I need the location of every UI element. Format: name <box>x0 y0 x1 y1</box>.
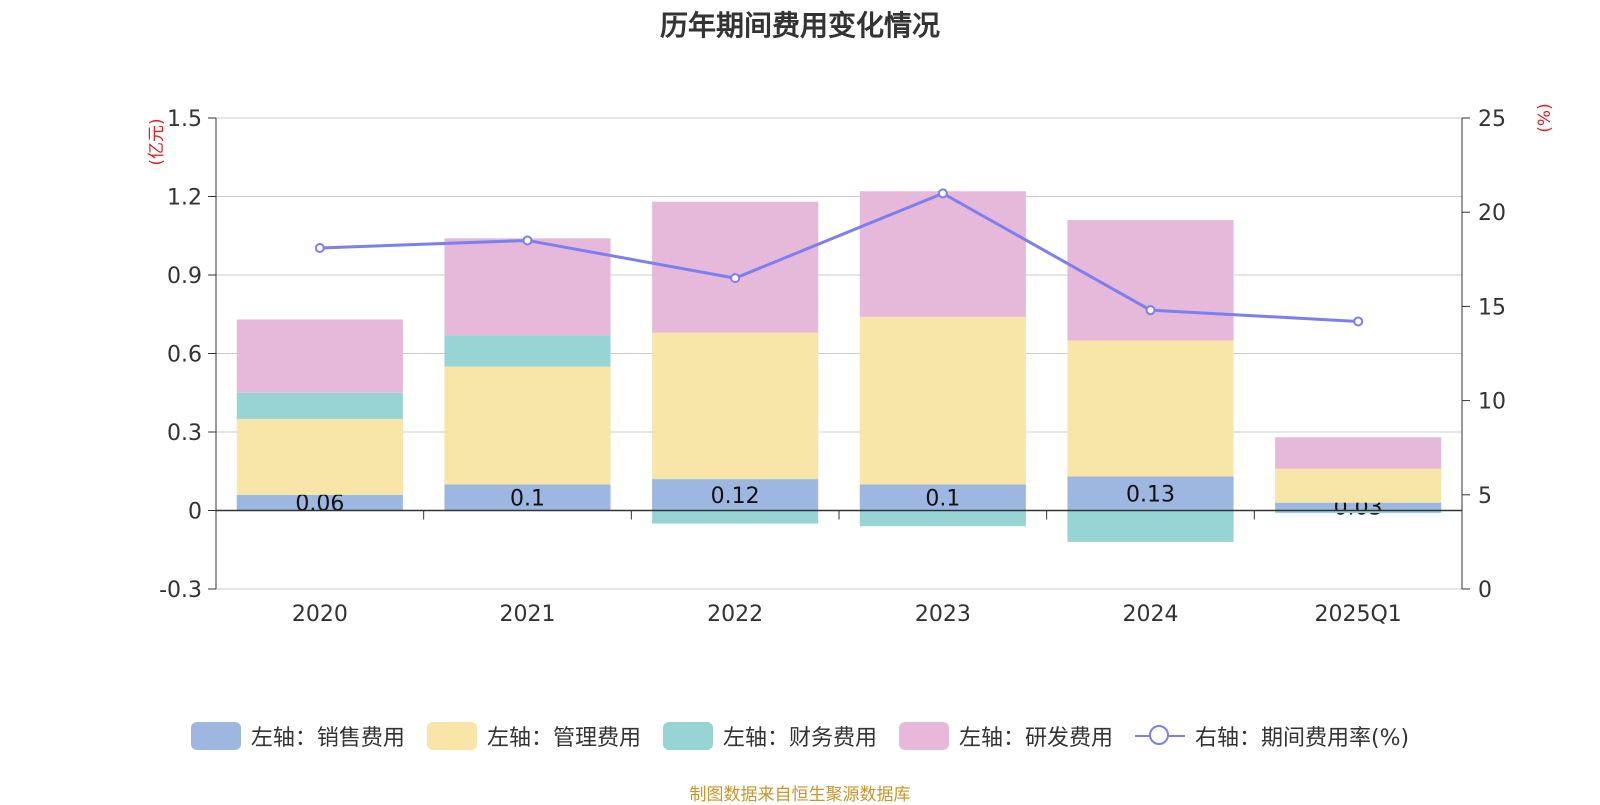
left-axis-tick-label: 1.5 <box>167 107 202 132</box>
expense-rate-point <box>1353 316 1364 327</box>
bar-data-label: 0.06 <box>295 492 344 517</box>
bar-segment-3-2020 <box>236 319 403 393</box>
bar-segment-2-2024 <box>1067 510 1234 542</box>
right-axis-tick-label: 10 <box>1478 390 1506 415</box>
right-axis-unit: (%) <box>1535 103 1555 132</box>
bar-segment-2-2022 <box>652 510 819 524</box>
legend-swatch-admin <box>426 722 477 750</box>
left-axis-tick-label: 0 <box>188 500 202 525</box>
bar-data-label: 0.12 <box>711 484 760 509</box>
bar-segment-0-2024 <box>1067 476 1234 511</box>
bar-segment-0-2021 <box>444 484 611 511</box>
right-axis-tick-label: 5 <box>1478 484 1492 509</box>
right-axis-tick-label: 0 <box>1478 578 1492 603</box>
bar-segment-3-2023 <box>859 191 1026 317</box>
bar-data-label: 0.13 <box>1126 482 1175 507</box>
x-axis-tick-label: 2022 <box>707 602 763 627</box>
bar-segment-0-2025Q1 <box>1275 502 1442 511</box>
bar-data-label: 0.1 <box>925 486 960 511</box>
bar-data-label: 0.1 <box>510 486 545 511</box>
left-axis-tick-label: 0.9 <box>167 264 202 289</box>
left-axis-tick-label: 1.2 <box>167 186 202 211</box>
bar-segment-0-2020 <box>236 494 403 511</box>
x-axis-tick-label: 2024 <box>1123 602 1179 627</box>
x-axis-tick-label: 2025Q1 <box>1315 602 1402 627</box>
expense-rate-point <box>730 273 741 284</box>
bar-segment-1-2024 <box>1067 340 1234 477</box>
bar-segment-1-2022 <box>652 332 819 480</box>
left-axis-tick-label: 0.3 <box>167 421 202 446</box>
bar-segment-2-2025Q1 <box>1275 510 1442 514</box>
left-axis-tick-label: -0.3 <box>159 578 202 603</box>
bar-segment-1-2023 <box>859 316 1026 485</box>
right-axis-tick-label: 20 <box>1478 201 1506 226</box>
bar-segment-1-2021 <box>444 366 611 485</box>
left-axis-tick-label: 0.6 <box>167 343 202 368</box>
legend-label-sales: 左轴：销售费用 <box>250 726 405 751</box>
bar-segment-3-2021 <box>444 238 611 336</box>
legend-item-expense-rate[interactable]: 右轴：期间费用率(%) <box>1134 720 1410 752</box>
legend-item-admin[interactable]: 左轴：管理费用 <box>426 720 641 752</box>
expense-rate-line <box>319 191 1359 323</box>
right-axis-tick-label: 15 <box>1478 295 1506 320</box>
expense-rate-point <box>937 188 948 199</box>
legend-swatch-rnd <box>898 722 949 750</box>
legend-item-finance[interactable]: 左轴：财务费用 <box>662 720 877 752</box>
left-axis-unit: (亿元) <box>147 118 167 165</box>
bar-segment-3-2024 <box>1067 220 1234 341</box>
bar-segment-0-2023 <box>859 484 1026 511</box>
legend-swatch-finance <box>662 722 713 750</box>
expense-rate-point <box>314 242 325 253</box>
expense-rate-point <box>522 235 533 246</box>
bar-segment-1-2020 <box>236 418 403 495</box>
bar-segment-1-2025Q1 <box>1275 468 1442 503</box>
bar-segment-3-2025Q1 <box>1275 437 1442 469</box>
right-axis-tick-label: 25 <box>1478 107 1506 132</box>
bar-segment-0-2022 <box>652 479 819 511</box>
bar-segment-2-2023 <box>859 510 1026 527</box>
chart-legend: 左轴：销售费用 左轴：管理费用 左轴：财务费用 左轴：研发费用 右轴：期间费用率… <box>0 720 1600 752</box>
bar-segment-2-2021 <box>444 335 611 367</box>
bar-segment-2-2020 <box>236 392 403 419</box>
chart-title: 历年期间费用变化情况 <box>659 9 940 42</box>
x-axis-tick-label: 2023 <box>915 602 971 627</box>
legend-label-admin: 左轴：管理费用 <box>486 726 641 751</box>
expense-rate-point <box>1145 305 1156 316</box>
legend-label-finance: 左轴：财务费用 <box>722 726 877 751</box>
source-note: 制图数据来自恒生聚源数据库 <box>689 785 911 805</box>
x-axis-tick-label: 2020 <box>292 602 348 627</box>
legend-swatch-sales <box>190 722 241 750</box>
legend-label-rnd: 左轴：研发费用 <box>958 726 1113 751</box>
legend-label-expense-rate: 右轴：期间费用率(%) <box>1194 726 1410 751</box>
x-axis-tick-label: 2021 <box>500 602 556 627</box>
legend-item-rnd[interactable]: 左轴：研发费用 <box>898 720 1113 752</box>
legend-item-sales[interactable]: 左轴：销售费用 <box>190 720 405 752</box>
legend-line-marker-icon <box>1134 722 1185 750</box>
